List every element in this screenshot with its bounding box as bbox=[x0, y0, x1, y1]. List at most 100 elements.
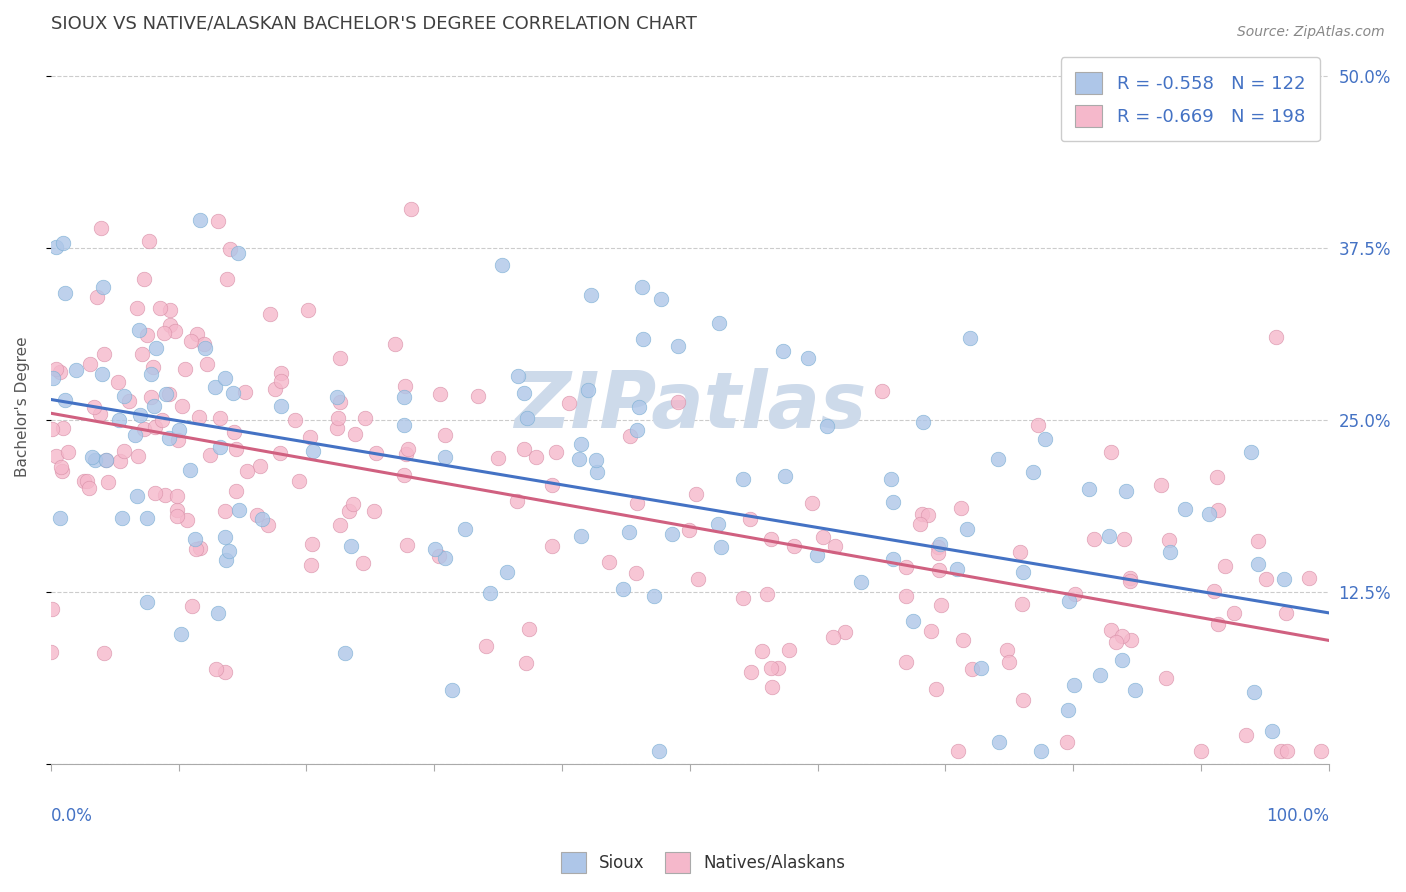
Point bbox=[204, 662, 226, 676]
Point bbox=[65, 363, 87, 377]
Point bbox=[740, 665, 762, 680]
Point bbox=[127, 489, 149, 503]
Point bbox=[288, 475, 311, 489]
Point bbox=[45, 449, 67, 463]
Point bbox=[41, 422, 63, 436]
Point bbox=[1099, 624, 1122, 638]
Point bbox=[395, 446, 418, 460]
Point bbox=[155, 488, 177, 502]
Point bbox=[738, 512, 761, 526]
Point bbox=[1029, 743, 1052, 757]
Point bbox=[342, 497, 364, 511]
Point bbox=[1099, 445, 1122, 459]
Point bbox=[194, 341, 217, 355]
Point bbox=[995, 642, 1018, 657]
Point bbox=[1298, 571, 1320, 585]
Point bbox=[94, 453, 117, 467]
Point bbox=[195, 358, 218, 372]
Point bbox=[127, 301, 149, 315]
Point bbox=[167, 423, 190, 437]
Point bbox=[89, 407, 111, 421]
Point bbox=[1213, 559, 1236, 574]
Point bbox=[149, 301, 172, 315]
Point bbox=[1275, 606, 1298, 620]
Point bbox=[496, 565, 519, 579]
Point bbox=[513, 386, 536, 401]
Point bbox=[515, 657, 537, 671]
Point bbox=[569, 436, 592, 450]
Point bbox=[1189, 743, 1212, 757]
Point bbox=[1011, 597, 1033, 611]
Point bbox=[129, 409, 152, 423]
Point bbox=[685, 487, 707, 501]
Point bbox=[392, 390, 415, 404]
Point bbox=[284, 413, 307, 427]
Point bbox=[52, 236, 75, 251]
Point bbox=[806, 549, 828, 563]
Point bbox=[222, 385, 245, 400]
Point bbox=[249, 459, 271, 474]
Point bbox=[188, 541, 211, 555]
Point bbox=[152, 326, 174, 340]
Point bbox=[517, 622, 540, 636]
Point bbox=[45, 362, 67, 376]
Point bbox=[94, 453, 117, 467]
Point bbox=[661, 527, 683, 541]
Point bbox=[49, 459, 72, 474]
Text: Source: ZipAtlas.com: Source: ZipAtlas.com bbox=[1237, 25, 1385, 39]
Point bbox=[707, 316, 730, 330]
Point bbox=[1111, 629, 1133, 643]
Point bbox=[429, 387, 451, 401]
Point bbox=[135, 510, 157, 524]
Point bbox=[508, 369, 530, 384]
Point bbox=[927, 546, 949, 560]
Point bbox=[1115, 484, 1137, 499]
Point bbox=[145, 341, 167, 355]
Point bbox=[135, 594, 157, 608]
Point bbox=[821, 631, 844, 645]
Point bbox=[207, 606, 229, 620]
Point bbox=[329, 394, 352, 409]
Point bbox=[186, 542, 208, 557]
Point bbox=[917, 508, 939, 523]
Point bbox=[612, 582, 634, 597]
Point bbox=[783, 539, 806, 553]
Text: ZIPatlas: ZIPatlas bbox=[513, 368, 866, 444]
Point bbox=[541, 539, 564, 553]
Point bbox=[208, 410, 231, 425]
Point bbox=[628, 400, 651, 414]
Point bbox=[225, 442, 247, 456]
Point bbox=[91, 280, 114, 294]
Point bbox=[172, 399, 194, 413]
Point bbox=[987, 735, 1010, 749]
Point bbox=[929, 598, 952, 612]
Point bbox=[1223, 607, 1246, 621]
Point bbox=[270, 366, 292, 380]
Point bbox=[882, 552, 904, 566]
Point bbox=[155, 386, 177, 401]
Point bbox=[131, 347, 153, 361]
Point bbox=[204, 380, 226, 394]
Point bbox=[643, 589, 665, 603]
Point bbox=[626, 423, 648, 437]
Point bbox=[579, 288, 602, 302]
Point bbox=[226, 245, 249, 260]
Point bbox=[624, 566, 647, 580]
Point bbox=[626, 496, 648, 510]
Point bbox=[454, 522, 477, 536]
Point bbox=[142, 360, 165, 375]
Point bbox=[1083, 533, 1105, 547]
Point bbox=[49, 511, 72, 525]
Point bbox=[73, 474, 96, 488]
Point bbox=[214, 530, 236, 544]
Point bbox=[1057, 593, 1080, 607]
Point bbox=[1198, 507, 1220, 521]
Point bbox=[84, 453, 107, 467]
Point bbox=[329, 517, 352, 532]
Point bbox=[329, 351, 352, 366]
Point bbox=[219, 242, 242, 256]
Point bbox=[353, 411, 375, 425]
Point bbox=[91, 368, 114, 382]
Point bbox=[299, 430, 322, 444]
Point bbox=[217, 272, 239, 286]
